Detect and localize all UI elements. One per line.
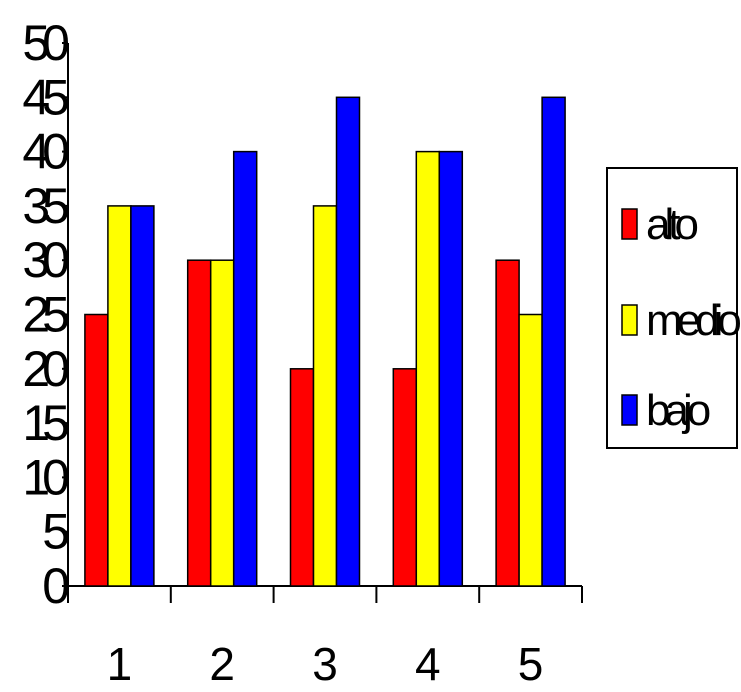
legend-label-medio: medio: [646, 296, 740, 345]
y-tick-label: 25: [22, 287, 68, 343]
bar-group: [84, 96, 566, 587]
bar-alto-2: [186, 259, 212, 587]
bar-bajo-5: [541, 96, 566, 587]
bar-bajo-3: [335, 96, 361, 587]
legend-swatch-medio: [621, 304, 638, 336]
x-tick-label: 3: [312, 638, 338, 687]
bar-medio-2: [209, 259, 235, 587]
bar-medio-5: [518, 313, 543, 587]
y-tick-label: 30: [22, 232, 68, 288]
bar-bajo-4: [438, 150, 464, 587]
x-tick-label: 5: [518, 638, 544, 687]
x-tick-label: 4: [415, 638, 441, 687]
y-tick-label: 10: [22, 449, 68, 505]
bar-alto-4: [392, 368, 418, 587]
legend-swatch-alto: [621, 208, 638, 240]
legend-swatch-bajo: [621, 394, 638, 426]
y-tick-label: 50: [22, 15, 68, 71]
bar-alto-1: [84, 313, 109, 587]
y-tick-label: 35: [22, 178, 68, 234]
x-tick-label: 2: [209, 638, 235, 687]
bar-bajo-1: [130, 205, 155, 587]
bar-bajo-2: [232, 150, 258, 587]
y-tick-label: 15: [22, 395, 68, 451]
y-tick-label: 45: [22, 69, 68, 125]
y-tick-label: 40: [22, 124, 68, 180]
y-tick-label: 20: [22, 341, 68, 397]
bar-alto-3: [289, 368, 315, 587]
x-axis: 1 2 3 4 5: [67, 585, 583, 690]
legend-label-bajo: bajo: [646, 386, 710, 435]
x-tick-label: 1: [107, 638, 133, 687]
legend: alto medio bajo: [606, 167, 741, 449]
bar-medio-3: [312, 205, 338, 587]
legend-label-alto: alto: [646, 200, 697, 249]
bar-alto-5: [495, 259, 520, 587]
bar-medio-1: [107, 205, 132, 587]
bar-medio-4: [415, 150, 441, 587]
